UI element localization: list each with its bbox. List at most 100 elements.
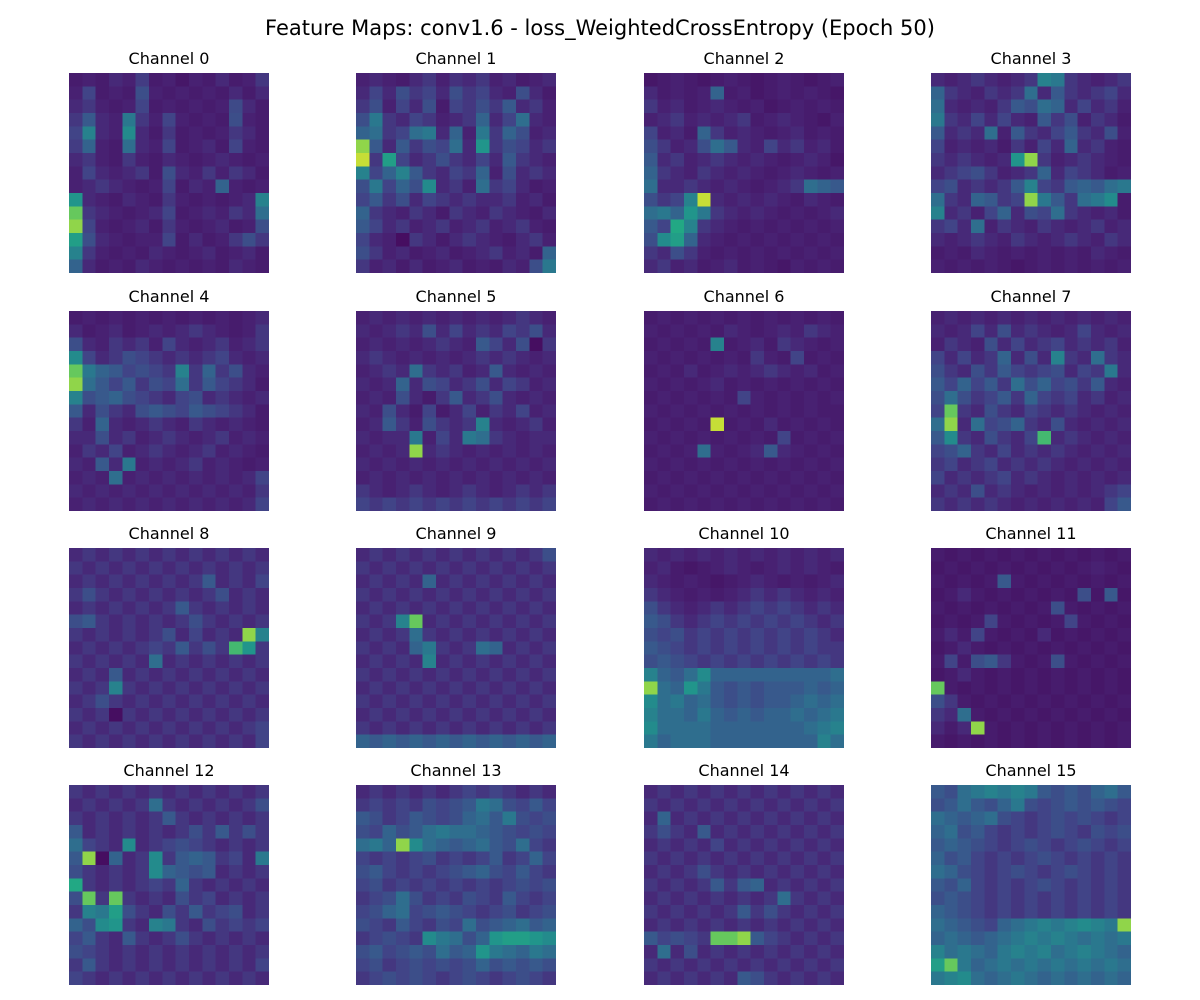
heatmap-cell: [1117, 246, 1131, 260]
heatmap-cell: [122, 825, 136, 839]
panel-title: Channel 8: [128, 524, 210, 543]
heatmap-cell: [1091, 785, 1105, 799]
heatmap-cell: [697, 126, 711, 140]
heatmap-cell: [931, 219, 945, 234]
heatmap-cell: [122, 497, 136, 511]
heatmap-cell: [657, 641, 671, 655]
heatmap-cell: [644, 721, 658, 735]
heatmap-panel: Channel 11: [931, 524, 1131, 748]
heatmap-cell: [409, 484, 423, 498]
heatmap-cell: [175, 497, 190, 511]
heatmap-cell: [1024, 113, 1038, 127]
heatmap-cell: [215, 311, 230, 325]
heatmap-cell: [382, 179, 397, 194]
heatmap-cell: [242, 351, 256, 365]
heatmap-cell: [449, 73, 463, 87]
heatmap-cell: [369, 259, 383, 273]
heatmap-cell: [122, 721, 136, 735]
heatmap-cell: [931, 73, 945, 87]
heatmap-cell: [1051, 721, 1065, 735]
heatmap-cell: [1024, 945, 1038, 959]
heatmap-cell: [356, 628, 370, 642]
heatmap-cell: [1011, 641, 1025, 655]
heatmap-cell: [255, 958, 269, 972]
heatmap-cell: [1051, 457, 1065, 472]
heatmap-cell: [242, 417, 256, 432]
heatmap-cell: [189, 851, 203, 866]
heatmap-cell: [135, 681, 150, 695]
heatmap-cell: [997, 484, 1012, 498]
heatmap-cell: [1091, 721, 1105, 735]
heatmap-cell: [750, 497, 765, 511]
heatmap-cell: [215, 364, 230, 378]
heatmap-cell: [777, 878, 791, 892]
heatmap-cell: [737, 945, 751, 959]
heatmap-cell: [1024, 311, 1038, 325]
heatmap-cell: [737, 377, 751, 392]
heatmap-cell: [109, 391, 123, 405]
heatmap-cell: [175, 377, 190, 392]
heatmap-cell: [944, 628, 958, 642]
heatmap-cell: [1117, 785, 1131, 799]
heatmap-cell: [817, 86, 831, 100]
heatmap-panel: Channel 1: [356, 49, 556, 273]
heatmap-cell: [1011, 891, 1025, 906]
heatmap-cell: [202, 324, 216, 338]
heatmap-cell: [1037, 219, 1052, 234]
heatmap-cell: [82, 404, 96, 418]
heatmap-cell: [436, 798, 450, 812]
heatmap-cell: [1064, 785, 1078, 799]
heatmap-cell: [189, 259, 203, 273]
heatmap-cell: [69, 561, 83, 575]
heatmap-cell: [657, 391, 671, 405]
heatmap-cell: [710, 601, 725, 615]
heatmap-cell: [542, 404, 556, 418]
heatmap-cell: [382, 457, 397, 472]
heatmap-cell: [369, 431, 383, 445]
heatmap-cell: [436, 891, 450, 906]
heatmap-cell: [542, 785, 556, 799]
heatmap-cell: [804, 708, 818, 722]
heatmap-cell: [396, 484, 410, 498]
heatmap-cell: [710, 971, 725, 985]
heatmap-cell: [135, 601, 150, 615]
heatmap-cell: [1024, 561, 1038, 575]
heatmap-cell: [162, 86, 176, 100]
heatmap-cell: [189, 391, 203, 405]
heatmap-cell: [175, 311, 190, 325]
heatmap-cell: [175, 614, 190, 629]
heatmap-cell: [255, 233, 269, 247]
heatmap-cell: [1077, 417, 1092, 432]
heatmap-cell: [1077, 497, 1092, 511]
heatmap-cell: [997, 444, 1012, 458]
heatmap-cell: [162, 614, 176, 629]
heatmap-cell: [202, 246, 216, 260]
heatmap-cell: [149, 865, 163, 879]
heatmap-cell: [1091, 206, 1105, 220]
heatmap-cell: [804, 206, 818, 220]
heatmap-panel: Channel 8: [69, 524, 269, 748]
heatmap-cell: [422, 878, 437, 892]
heatmap-cell: [396, 233, 410, 247]
heatmap-cell: [149, 417, 163, 432]
heatmap-cell: [1091, 233, 1105, 247]
heatmap-cell: [1064, 851, 1078, 866]
heatmap-cell: [777, 905, 791, 919]
heatmap-cell: [162, 945, 176, 959]
heatmap-cell: [242, 377, 256, 392]
heatmap-cell: [109, 918, 123, 932]
heatmap-cell: [817, 628, 831, 642]
heatmap-cell: [1011, 878, 1025, 892]
heatmap-cell: [944, 945, 958, 959]
heatmap-cell: [82, 628, 96, 642]
heatmap-cell: [724, 548, 738, 562]
heatmap-cell: [777, 351, 791, 365]
heatmap-cell: [242, 931, 256, 946]
heatmap-cell: [1104, 484, 1118, 498]
heatmap-cell: [215, 798, 230, 812]
heatmap-cell: [1051, 364, 1065, 378]
heatmap-cell: [971, 179, 985, 194]
heatmap-cell: [409, 377, 423, 392]
heatmap-cell: [396, 193, 410, 207]
heatmap-cell: [817, 444, 831, 458]
